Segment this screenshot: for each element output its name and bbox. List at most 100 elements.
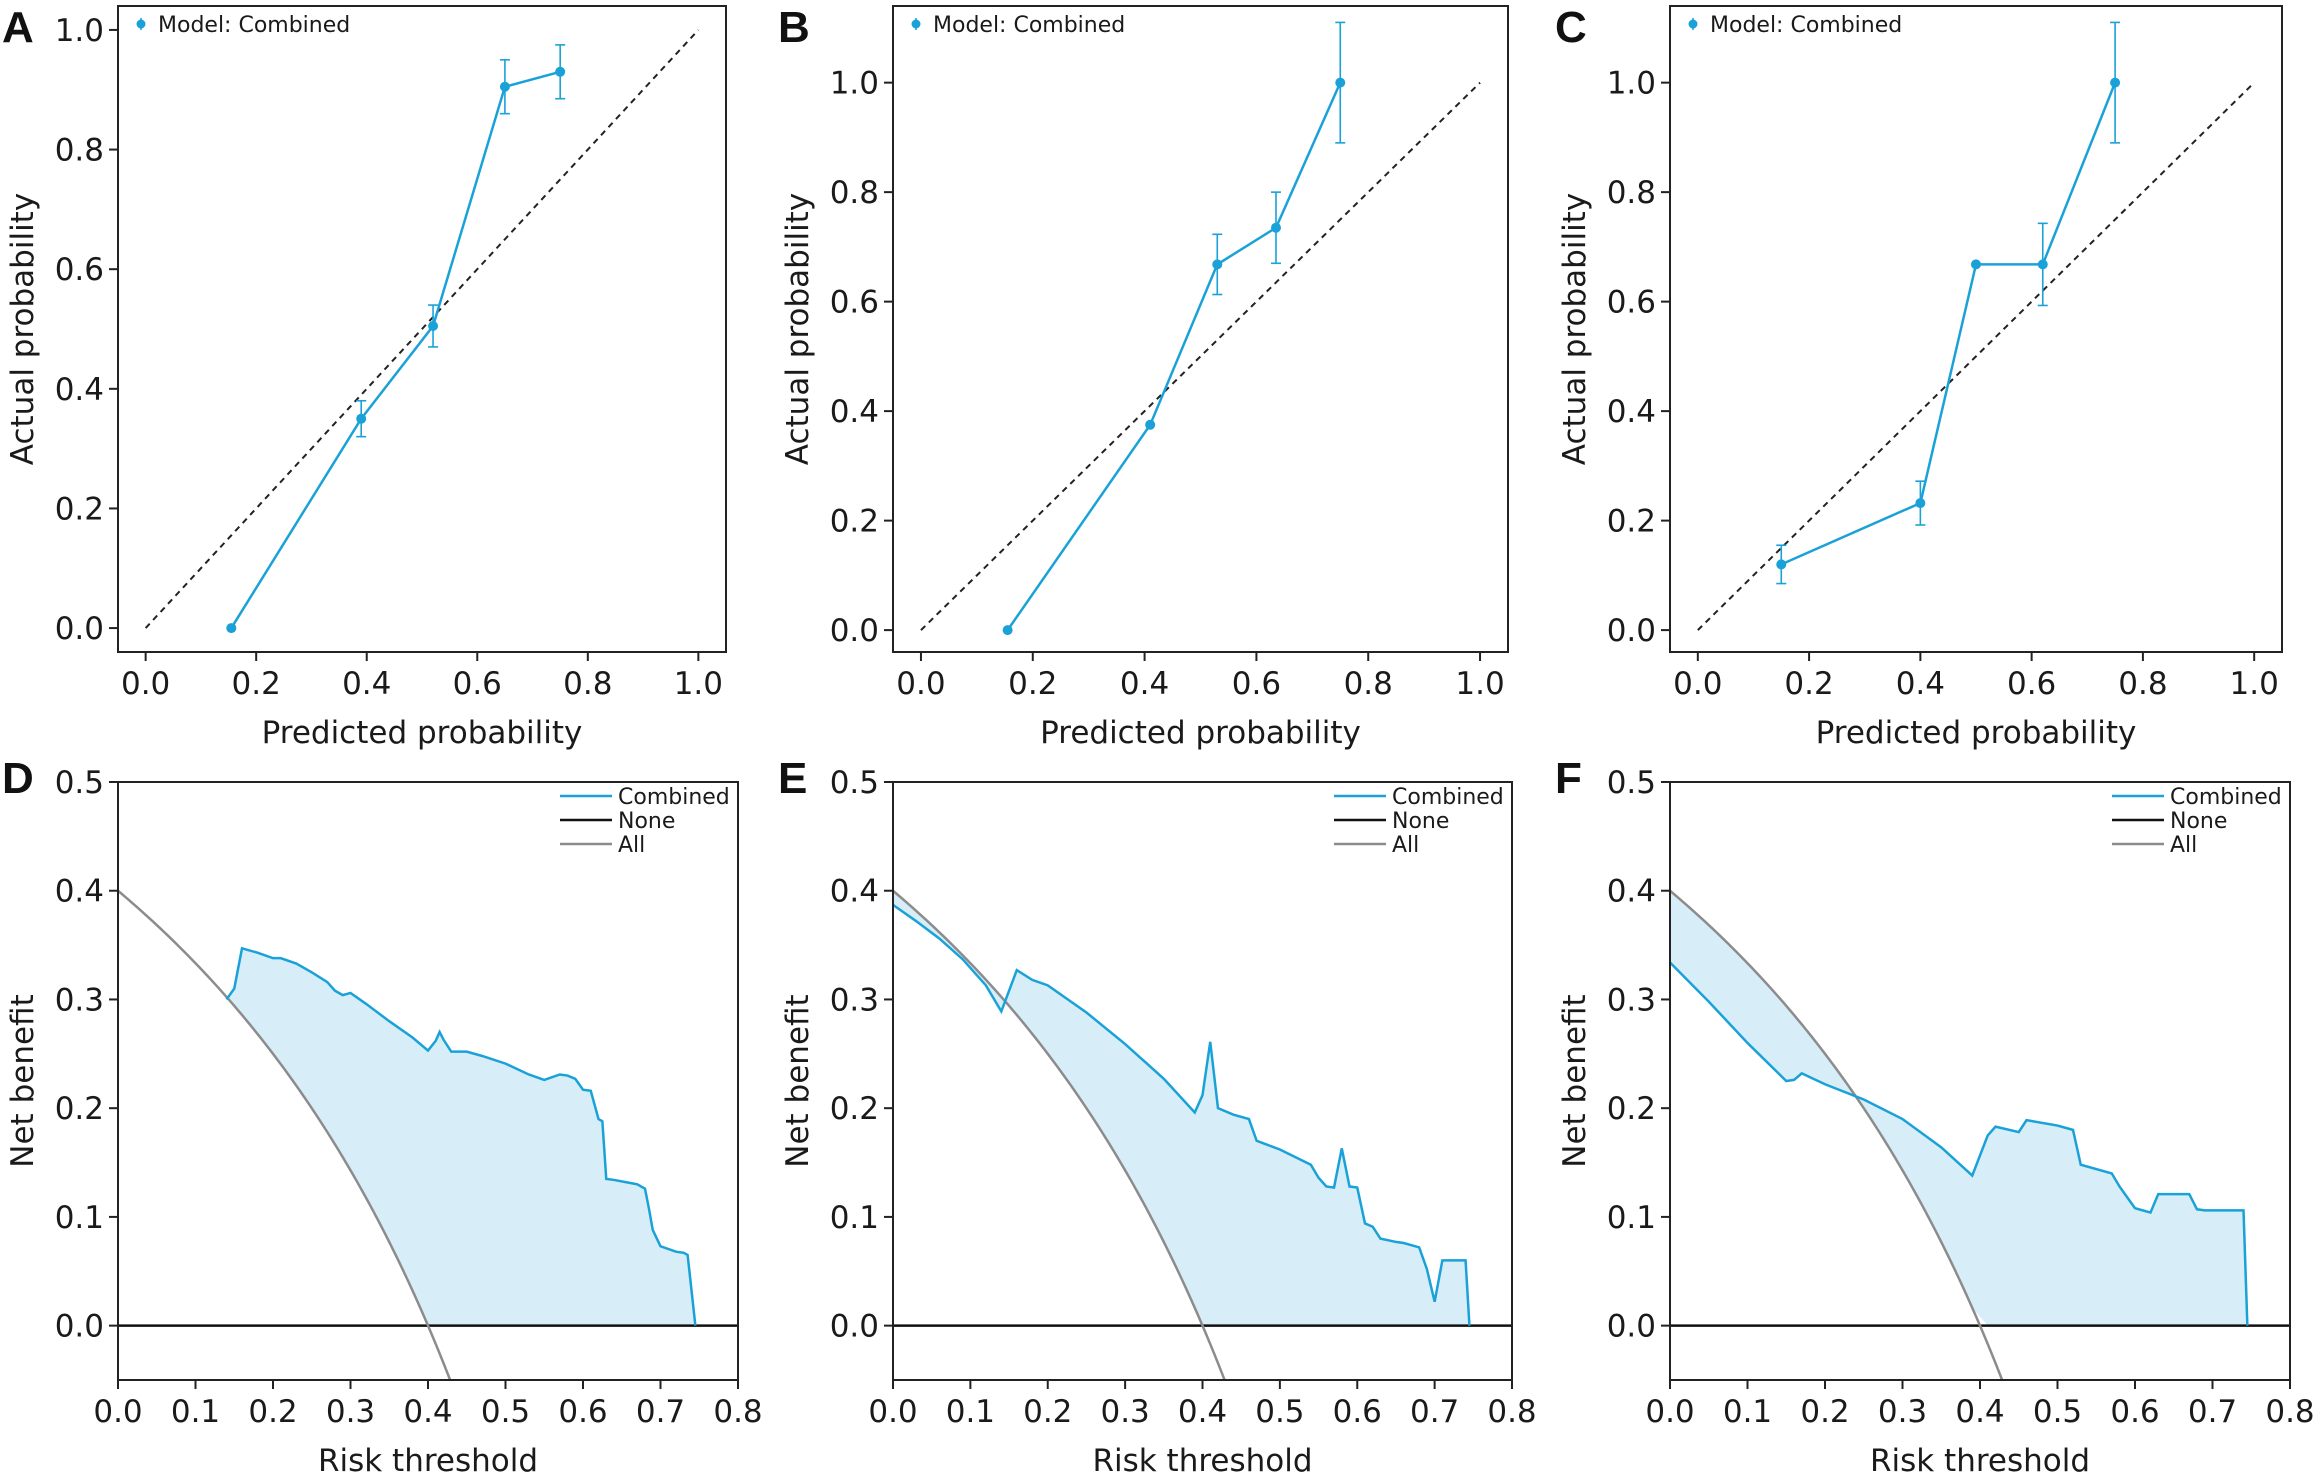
x-axis-label: Risk threshold [318, 1443, 538, 1479]
y-tick-label: 0.4 [830, 874, 879, 910]
panel-c: C 0.0 0.2 0.4 0.6 0.8 1.0 0.0 0.2 0.4 0.6 0.8 1.0 Pre… [1555, 3, 2283, 751]
legend-label: Model: Combined [158, 13, 350, 38]
y-tick-label: 0.4 [55, 874, 104, 910]
x-tick-label: 0.1 [171, 1394, 220, 1430]
data-point [1971, 259, 1981, 270]
net-benefit-area [893, 890, 1470, 1326]
plot-area [893, 889, 1512, 1380]
y-axis-label: Actual probability [5, 193, 41, 465]
legend-label: None [1392, 809, 1449, 834]
y-tick-label: 0.3 [55, 982, 104, 1018]
y-tick-label: 0.0 [1607, 613, 1656, 649]
x-tick-label: 0.8 [2118, 666, 2167, 702]
x-tick-label: 0.2 [1784, 666, 1833, 702]
y-tick-label: 0.1 [55, 1200, 104, 1236]
x-tick-label: 0.2 [232, 666, 281, 702]
x-tick-label: 0.0 [1673, 666, 1722, 702]
calibration-line [1780, 82, 2117, 566]
plot-frame [1669, 781, 2291, 1381]
legend-marker [911, 19, 921, 29]
y-tick-label: 0.3 [830, 982, 879, 1018]
legend-label: Combined [2170, 785, 2282, 810]
x-tick-label: 1.0 [1455, 666, 1504, 702]
calibration-line [230, 70, 561, 629]
x-tick-label: 0.1 [1723, 1394, 1772, 1430]
legend-marker [136, 19, 146, 29]
y-tick-label: 1.0 [55, 13, 104, 49]
x-tick-label: 0.4 [1955, 1394, 2004, 1430]
y-tick-label: 0.5 [55, 765, 104, 801]
y-tick-label: 0.1 [1607, 1200, 1656, 1236]
data-point [1270, 222, 1281, 233]
plot-area [144, 29, 700, 634]
x-tick-label: 0.6 [2110, 1394, 2159, 1430]
y-tick-label: 0.3 [1607, 982, 1656, 1018]
x-tick-label: 0.0 [121, 666, 170, 702]
net-benefit-area [1670, 890, 2248, 1326]
panel-f: F 0.0 0.1 0.2 0.3 0.4 0.5 0.6 0.7 0.8 0.0 0.1 0.2 0.3… [1555, 754, 2314, 1479]
treat-all-curve [118, 889, 452, 1380]
combined-curve [1670, 961, 2249, 1326]
y-tick-label: 1.0 [1607, 66, 1656, 102]
plot-frame [117, 5, 727, 653]
legend-label: None [2170, 809, 2227, 834]
treat-all-curve [893, 889, 1226, 1380]
legend: Model: Combined [911, 13, 1125, 38]
y-tick-label: 0.2 [1607, 1091, 1656, 1127]
panel-letter: B [778, 3, 810, 52]
x-tick-label: 0.2 [1800, 1394, 1849, 1430]
y-tick-label: 0.0 [830, 1309, 879, 1345]
plot-frame [117, 781, 739, 1381]
x-tick-label: 0.5 [1255, 1394, 1304, 1430]
data-point [1335, 77, 1346, 88]
legend-label: Model: Combined [933, 13, 1125, 38]
x-tick-label: 0.8 [713, 1394, 762, 1430]
data-point [1212, 259, 1223, 270]
x-tick-label: 0.0 [868, 1394, 917, 1430]
x-tick-label: 0.5 [481, 1394, 530, 1430]
y-tick-label: 0.0 [55, 611, 104, 647]
y-tick-label: 0.4 [830, 394, 879, 430]
plot-area [920, 21, 1481, 636]
panel-d: D 0.0 0.1 0.2 0.3 0.4 0.5 0.6 0.7 0.8 0.0 0.1 0.2 0.3… [2, 754, 763, 1479]
x-tick-label: 0.8 [2265, 1394, 2314, 1430]
x-tick-label: 0.1 [946, 1394, 995, 1430]
y-axis-label: Actual probability [780, 193, 816, 465]
x-tick-label: 0.7 [2188, 1394, 2237, 1430]
panel-letter: E [778, 754, 807, 803]
legend: Model: Combined [136, 13, 350, 38]
legend-label: All [1392, 833, 1419, 858]
x-tick-label: 0.8 [563, 666, 612, 702]
plot-frame [892, 781, 1513, 1381]
data-point [1002, 625, 1013, 636]
x-axis-label: Risk threshold [1870, 1443, 2090, 1479]
y-tick-label: 0.4 [1607, 394, 1656, 430]
legend: Model: Combined [1688, 13, 1902, 38]
x-tick-label: 0.2 [248, 1394, 297, 1430]
x-tick-label: 0.8 [1487, 1394, 1536, 1430]
data-point [428, 321, 439, 332]
ideal-diagonal-line [1697, 81, 2255, 631]
plot-frame [1669, 5, 2283, 653]
y-tick-label: 0.2 [830, 1091, 879, 1127]
data-point [555, 66, 566, 77]
x-tick-label: 0.4 [1896, 666, 1945, 702]
x-tick-label: 0.2 [1008, 666, 1057, 702]
y-tick-label: 0.6 [55, 252, 104, 288]
legend-label: Model: Combined [1710, 13, 1902, 38]
y-tick-label: 0.6 [830, 285, 879, 321]
panel-letter: C [1555, 3, 1587, 52]
y-axis-label: Net benefit [5, 994, 41, 1167]
y-tick-label: 0.2 [830, 504, 879, 540]
y-tick-label: 0.4 [1607, 874, 1656, 910]
y-tick-label: 0.2 [55, 491, 104, 527]
data-point [1145, 419, 1156, 430]
y-tick-label: 0.0 [830, 613, 879, 649]
x-tick-label: 1.0 [2230, 666, 2279, 702]
x-tick-label: 0.2 [1023, 1394, 1072, 1430]
legend-label: All [2170, 833, 2197, 858]
plot-area [118, 889, 738, 1380]
x-tick-label: 0.7 [1410, 1394, 1459, 1430]
